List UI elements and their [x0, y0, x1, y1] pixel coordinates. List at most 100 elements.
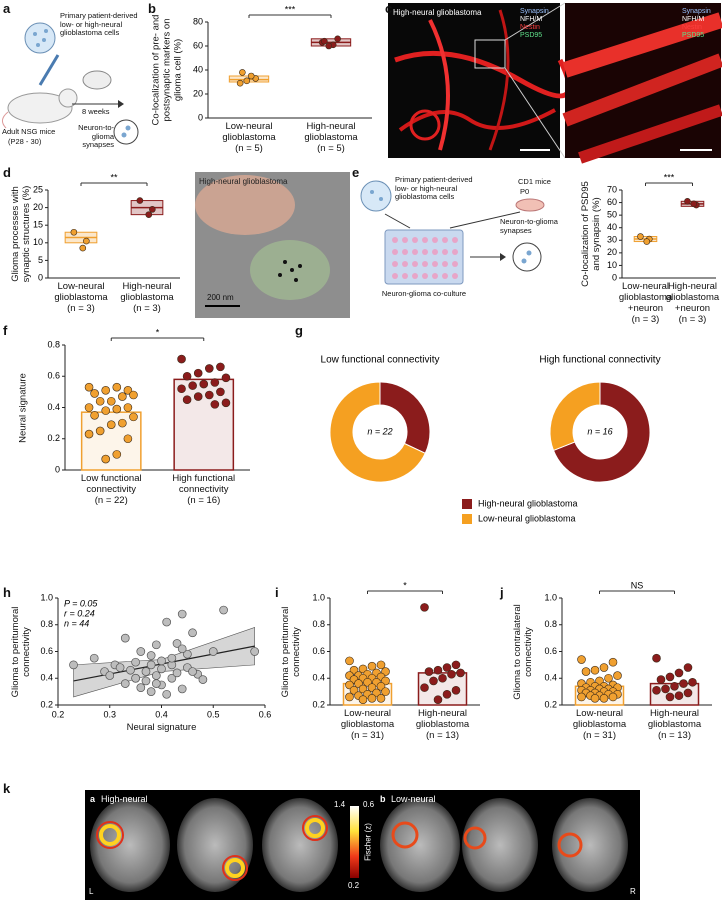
y-axis-label: Glioma to peritumoral connectivity	[280, 606, 302, 697]
y-tick-label: 60	[193, 40, 203, 50]
data-point	[105, 671, 115, 680]
x-tick-label: High-neural glioblastoma	[647, 708, 702, 730]
data-point	[177, 354, 186, 364]
data-point	[433, 695, 443, 704]
data-point	[438, 673, 447, 683]
data-point	[112, 450, 122, 459]
data-point	[608, 692, 618, 702]
x-axis-label: Neural signature	[126, 722, 197, 733]
data-point	[577, 692, 586, 702]
annotation: n = 44	[64, 618, 89, 628]
stain-label: Nestin	[520, 24, 540, 32]
data-point	[376, 694, 386, 703]
y-tick-label: 0.8	[40, 619, 53, 629]
data-point	[123, 403, 133, 412]
stain-label: NFH/M	[520, 16, 543, 24]
annotation: r = 0.24	[64, 608, 95, 618]
x-tick-label: 0.2	[52, 709, 65, 719]
y-tick-label: 1.0	[312, 592, 325, 602]
y-axis-label: Neural signature	[17, 372, 29, 443]
colorbar-tick: 1.4	[334, 800, 346, 809]
category-note: (n = 5)	[235, 142, 263, 154]
data-point	[590, 694, 600, 703]
y-tick-label: 40	[607, 222, 617, 232]
data-point	[69, 660, 78, 670]
significance-label: ***	[664, 172, 675, 182]
category-note: (n = 16)	[187, 494, 221, 506]
data-point	[84, 403, 94, 412]
y-tick-label: 0.6	[40, 646, 53, 656]
data-point	[182, 371, 192, 381]
data-point	[182, 395, 192, 404]
x-tick-label: High functional connectivity	[172, 473, 236, 495]
micrograph-d	[195, 172, 350, 318]
y-axis-label: Co-localization of pre- and postsynaptic…	[150, 14, 184, 126]
x-tick-label: Low-neural glioblastoma +neuron	[618, 281, 673, 314]
data-point	[151, 640, 161, 650]
legend-swatch	[462, 514, 472, 524]
data-point	[221, 373, 231, 383]
data-point	[433, 665, 443, 675]
data-point	[199, 379, 209, 389]
data-point	[101, 454, 110, 464]
schematic-text: Neuron-to-glioma synapses	[78, 123, 114, 150]
legend-swatch	[462, 499, 472, 509]
side-label: L	[89, 887, 94, 896]
micrograph-c	[388, 2, 722, 164]
pie-slice	[379, 381, 431, 454]
data-point	[221, 398, 231, 408]
x-tick-label: 0.3	[103, 709, 116, 719]
data-point	[424, 667, 434, 676]
data-point	[604, 673, 613, 683]
data-point	[151, 671, 161, 680]
data-point	[674, 668, 684, 678]
category-group: Low-neural glioblastoma +neuron (n = 3)	[614, 281, 677, 326]
data-point	[112, 404, 122, 414]
category-group: Low-neural glioblastoma (n = 3)	[40, 281, 122, 315]
category-note: (n = 3)	[133, 302, 161, 314]
data-point	[670, 681, 679, 691]
data-point	[167, 673, 177, 683]
data-point	[167, 653, 177, 663]
x-tick-label: Low-neural glioblastoma	[572, 708, 627, 730]
data-point	[643, 238, 651, 245]
data-point	[345, 692, 354, 702]
data-point	[216, 362, 225, 372]
stain-label: Synapsin	[520, 8, 549, 15]
data-point	[129, 390, 138, 400]
data-point	[188, 667, 197, 676]
y-tick-label: 60	[607, 197, 617, 207]
y-tick-label: 0	[38, 272, 43, 282]
data-point	[599, 663, 609, 672]
x-tick-label: 0.4	[155, 709, 168, 719]
data-point	[608, 657, 618, 667]
category-note: (n = 31)	[582, 729, 616, 741]
data-point	[149, 206, 156, 213]
data-point	[674, 691, 684, 700]
data-point	[162, 689, 172, 699]
x-tick-label: 0.6	[259, 709, 272, 719]
data-point	[95, 396, 105, 406]
panel-label: g	[295, 323, 303, 338]
data-point	[239, 69, 246, 76]
y-tick-label: 0.2	[40, 699, 53, 709]
significance-label: *	[403, 580, 407, 590]
data-point	[420, 603, 429, 612]
pie-title: High functional connectivity	[539, 355, 660, 366]
data-point	[679, 679, 688, 688]
data-point	[141, 667, 151, 676]
mri-letter: a	[90, 794, 96, 804]
category-group: High-neural glioblastoma (n = 13)	[397, 708, 488, 742]
data-point	[661, 684, 670, 694]
y-tick-label: 80	[193, 16, 203, 26]
data-point	[123, 434, 133, 444]
y-tick-label: 40	[193, 64, 203, 74]
stain-legend: Synapsin NFH/M Nestin PSD95	[682, 8, 711, 40]
colorbar-tick: 0.2	[348, 881, 360, 890]
y-tick-label: 0.6	[544, 646, 557, 656]
schematic-a	[2, 22, 139, 145]
y-tick-label: 15	[33, 220, 43, 230]
data-point	[247, 72, 255, 80]
y-tick-label: 0.4	[47, 402, 60, 412]
data-point	[193, 392, 203, 401]
